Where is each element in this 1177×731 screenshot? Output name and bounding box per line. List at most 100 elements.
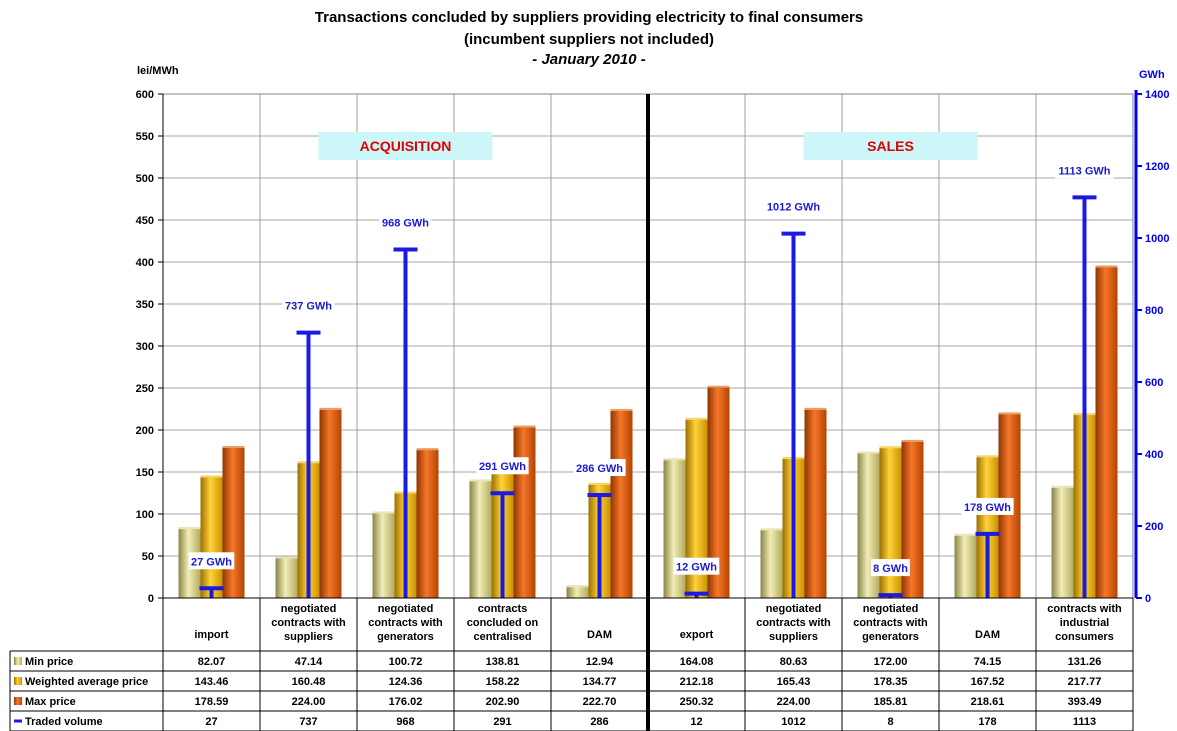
table-row-label: Min price — [25, 656, 73, 668]
category-label-3: contracts — [478, 603, 528, 615]
bar-max-price-7 — [901, 441, 924, 598]
y-left-tick-label: 500 — [136, 173, 154, 185]
category-label-6: contracts with — [756, 617, 831, 629]
table-cell: 160.48 — [292, 676, 326, 688]
table-cell: 124.36 — [389, 676, 423, 688]
category-label-0: import — [194, 629, 229, 641]
table-cell: 131.26 — [1068, 656, 1102, 668]
table-cell: 158.22 — [486, 676, 520, 688]
section-banners: ACQUISITION SALES — [318, 132, 978, 160]
category-label-1: negotiated — [281, 603, 337, 615]
table-cell: 12 — [690, 716, 702, 728]
y-right-tick-label: 400 — [1145, 449, 1163, 461]
category-label-1: suppliers — [284, 631, 333, 643]
table-cell: 212.18 — [680, 676, 714, 688]
table-cell: 167.52 — [971, 676, 1005, 688]
legend-key-weighted-average-price — [14, 677, 22, 685]
bar-min-price-4 — [566, 587, 589, 598]
y-right-tick-label: 200 — [1145, 521, 1163, 533]
volume-label-1: 737 GWh — [285, 301, 332, 313]
bar-top-max-price-7 — [901, 439, 924, 442]
table-cell: 176.02 — [389, 696, 423, 708]
table-cell: 74.15 — [974, 656, 1002, 668]
table-cell: 291 — [493, 716, 511, 728]
volume-label-7: 8 GWh — [873, 563, 908, 575]
volume-label-bg-9 — [1055, 161, 1114, 179]
bar-top-min-price-1 — [275, 556, 298, 559]
volume-label-4: 286 GWh — [576, 463, 623, 475]
table-cell: 82.07 — [198, 656, 226, 668]
data-table: import negotiated contracts with suppliers n… — [9, 598, 1134, 731]
volume-label-6: 1012 GWh — [767, 202, 820, 214]
volume-markers: 27 GWh 737 GWh 968 GWh 291 GWh 286 GWh 12 GWh… — [188, 161, 1114, 598]
y-right-tick-label: 600 — [1145, 377, 1163, 389]
volume-label-3: 291 GWh — [479, 461, 526, 473]
y-right-tick-label: 1000 — [1145, 233, 1169, 245]
bar-max-price-5 — [707, 387, 730, 598]
bar-top-max-price-0 — [222, 445, 245, 448]
bar-max-price-1 — [319, 409, 342, 598]
volume-label-bg-2 — [379, 213, 432, 231]
volume-label-0: 27 GWh — [191, 556, 232, 568]
table-cell: 185.81 — [874, 696, 908, 708]
category-label-2: contracts with — [368, 617, 443, 629]
y-left-tick-label: 350 — [136, 299, 154, 311]
section-banner-acquisition — [318, 132, 493, 160]
bar-top-weighted-average-price-0 — [200, 475, 223, 478]
bar-top-min-price-8 — [954, 533, 977, 536]
y-left-tick-label: 200 — [136, 425, 154, 437]
category-label-9: contracts with — [1047, 603, 1122, 615]
table-cell: 218.61 — [971, 696, 1005, 708]
table-cell: 100.72 — [389, 656, 423, 668]
bar-top-weighted-average-price-7 — [879, 446, 902, 449]
bar-min-price-5 — [663, 460, 686, 598]
bar-top-min-price-7 — [857, 451, 880, 454]
table-cell: 250.32 — [680, 696, 714, 708]
category-label-8: DAM — [975, 629, 1000, 641]
volume-label-bg-4 — [573, 459, 626, 477]
table-cell: 27 — [205, 716, 217, 728]
y-right-tick-label: 1400 — [1145, 89, 1169, 101]
axes: 0 50 100 150 200 250 300 350 400 450 500 550 600 0 200… — [136, 89, 1169, 731]
category-label-6: negotiated — [766, 603, 822, 615]
legend-key-min-price — [14, 657, 22, 665]
table-cell: 143.46 — [195, 676, 229, 688]
category-label-1: contracts with — [271, 617, 346, 629]
bar-min-price-6 — [760, 530, 783, 598]
y-left-tick-label: 150 — [136, 467, 154, 479]
y-left-tick-label: 450 — [136, 215, 154, 227]
table-cell: 8 — [887, 716, 893, 728]
y-left-tick-label: 250 — [136, 383, 154, 395]
bar-min-price-7 — [857, 453, 880, 598]
y-left-tick-label: 300 — [136, 341, 154, 353]
volume-label-bg-0 — [188, 552, 235, 570]
bar-top-min-price-4 — [566, 585, 589, 588]
y-left-tick-label: 0 — [148, 593, 154, 605]
category-label-9: industrial — [1060, 617, 1110, 629]
legend-key-max-price — [14, 697, 22, 705]
table-cell: 224.00 — [292, 696, 326, 708]
volume-label-bg-6 — [764, 197, 823, 215]
bar-top-min-price-3 — [469, 479, 492, 482]
bar-top-max-price-9 — [1095, 265, 1118, 268]
bar-max-price-0 — [222, 447, 245, 598]
bar-top-max-price-4 — [610, 408, 633, 411]
table-cell: 286 — [590, 716, 608, 728]
chart-title: Transactions concluded by suppliers prov… — [315, 9, 863, 26]
bar-max-price-2 — [416, 450, 439, 598]
table-cell: 393.49 — [1068, 696, 1102, 708]
bar-top-min-price-2 — [372, 511, 395, 514]
table-cell: 968 — [396, 716, 414, 728]
table-row-label: Weighted average price — [25, 676, 148, 688]
y-left-tick-label: 550 — [136, 131, 154, 143]
category-label-3: centralised — [473, 631, 531, 643]
bar-max-price-4 — [610, 410, 633, 598]
bar-max-price-6 — [804, 409, 827, 598]
table-cell: 134.77 — [583, 676, 617, 688]
bar-min-price-3 — [469, 481, 492, 598]
bar-top-max-price-3 — [513, 425, 536, 428]
table-cell: 47.14 — [295, 656, 323, 668]
volume-label-9: 1113 GWh — [1059, 165, 1111, 177]
table-row-label: Max price — [25, 696, 76, 708]
table-row-label: Traded volume — [25, 716, 103, 728]
